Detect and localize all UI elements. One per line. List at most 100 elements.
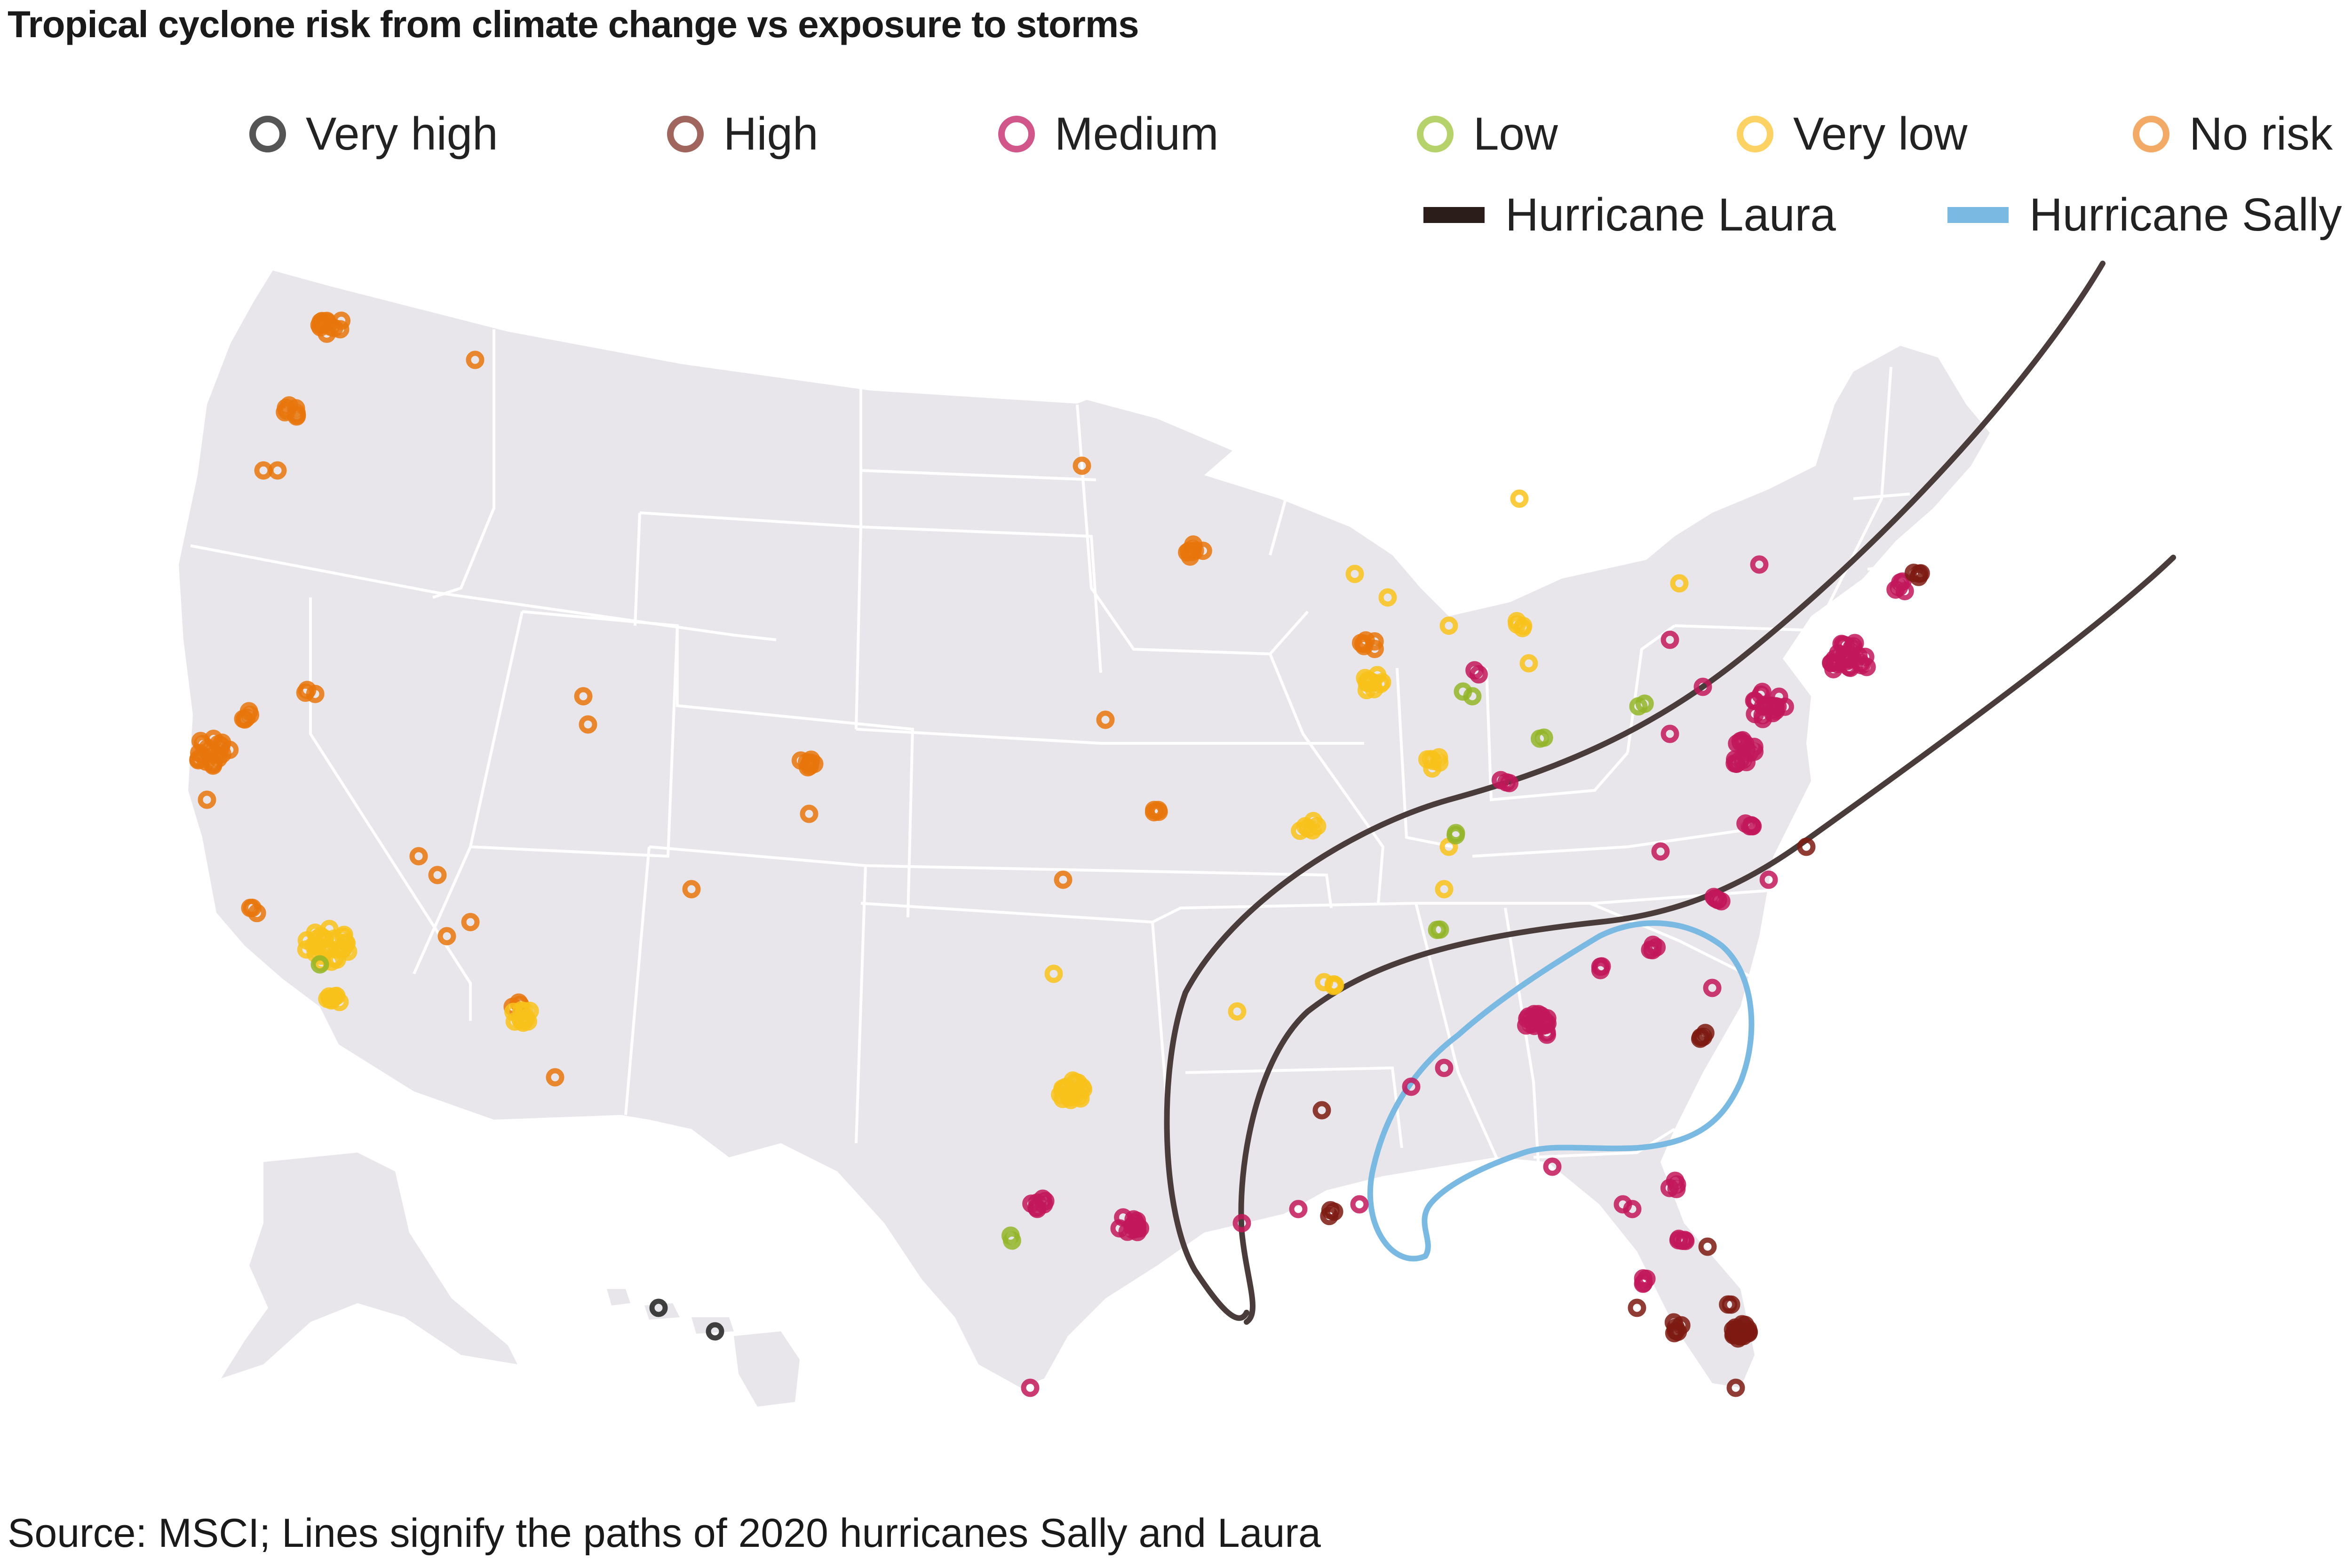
site-marker-medium bbox=[1350, 1195, 1369, 1214]
legend-label-medium: Medium bbox=[1055, 108, 1219, 159]
site-marker-no-risk bbox=[1054, 870, 1073, 889]
legend-label-hurricane-laura: Hurricane Laura bbox=[1505, 189, 1836, 240]
site-marker-medium bbox=[1465, 661, 1484, 680]
hurricane-sally-path bbox=[1367, 920, 1755, 1262]
site-marker-low bbox=[1446, 824, 1465, 843]
site-marker-no-risk bbox=[428, 866, 447, 884]
hawaii-island-4 bbox=[734, 1331, 800, 1407]
legend-item-hurricane-sally: Hurricane Sally bbox=[1947, 188, 2342, 241]
site-marker-no-risk bbox=[800, 804, 818, 823]
state-borders bbox=[190, 329, 1957, 1168]
state-border-ne-ks bbox=[856, 728, 1364, 745]
site-marker-no-risk bbox=[579, 715, 597, 734]
state-border-utah bbox=[470, 610, 679, 858]
site-marker-medium bbox=[1661, 630, 1679, 649]
site-marker-no-risk bbox=[1365, 632, 1384, 651]
site-marker-high bbox=[1904, 564, 1923, 582]
land-layer bbox=[179, 271, 1990, 1407]
site-marker-no-risk bbox=[193, 735, 212, 754]
site-marker-very-low bbox=[1044, 964, 1063, 983]
site-marker-high bbox=[1726, 1378, 1745, 1397]
site-marker-no-risk bbox=[332, 311, 351, 330]
state-border-or-id-wy bbox=[190, 544, 777, 641]
site-marker-very-low bbox=[1510, 489, 1529, 508]
state-border-ga-fl bbox=[1533, 1128, 1676, 1159]
site-marker-medium bbox=[1519, 1007, 1538, 1026]
site-marker-high bbox=[1664, 1313, 1683, 1332]
site-marker-medium bbox=[1751, 685, 1770, 704]
site-marker-medium bbox=[1289, 1200, 1308, 1218]
laura-path-outer bbox=[1164, 261, 2106, 1321]
chart-title: Tropical cyclone risk from climate chang… bbox=[8, 3, 1139, 45]
site-marker-very-low bbox=[1364, 673, 1382, 692]
site-marker-very-low bbox=[322, 991, 341, 1010]
site-marker-very-low bbox=[1304, 812, 1323, 830]
site-marker-high bbox=[1722, 1295, 1740, 1314]
site-marker-medium bbox=[1661, 724, 1679, 743]
site-marker-very-low bbox=[1435, 880, 1454, 899]
site-marker-medium bbox=[1128, 1219, 1146, 1238]
site-marker-very-low bbox=[1670, 574, 1689, 593]
state-border-in-oh bbox=[1485, 668, 1629, 802]
state-border-ky-va bbox=[1472, 827, 1760, 858]
site-marker-no-risk bbox=[461, 913, 480, 931]
site-marker-no-risk bbox=[800, 757, 819, 776]
site-marker-no-risk bbox=[1096, 710, 1115, 729]
site-marker-very-low bbox=[1345, 565, 1364, 583]
legend-label-very-high: Very high bbox=[306, 108, 498, 159]
legend-item-medium: Medium bbox=[998, 107, 1219, 160]
legend-label-high: High bbox=[723, 108, 818, 159]
state-border-il-in bbox=[1396, 668, 1454, 848]
site-marker-medium bbox=[1836, 636, 1855, 655]
legend-item-high: High bbox=[667, 107, 818, 160]
state-border-wi bbox=[1269, 469, 1374, 556]
state-border-ny bbox=[1814, 366, 1892, 631]
site-marker-medium bbox=[1021, 1378, 1040, 1397]
chart-source-note: Source: MSCI; Lines signify the paths of… bbox=[8, 1511, 1321, 1556]
site-marker-no-risk bbox=[287, 406, 306, 425]
site-marker-low bbox=[1635, 694, 1654, 713]
site-marker-medium bbox=[1731, 732, 1750, 750]
alaska-landmass bbox=[221, 1153, 517, 1378]
site-marker-very-high bbox=[706, 1322, 724, 1341]
site-marker-medium bbox=[1232, 1214, 1251, 1233]
legend-label-low: Low bbox=[1473, 108, 1558, 159]
site-marker-very-low bbox=[1063, 1088, 1082, 1106]
site-marker-no-risk bbox=[1356, 631, 1375, 650]
state-border-dakotas bbox=[859, 367, 1102, 673]
site-marker-high bbox=[1698, 1237, 1717, 1256]
legend-label-very-low: Very low bbox=[1793, 108, 1968, 159]
state-border-colorado bbox=[676, 626, 914, 918]
state-border-mo-il bbox=[1269, 653, 1385, 904]
state-border-ks-ok bbox=[865, 864, 1333, 908]
site-marker-very-low bbox=[1513, 619, 1532, 637]
legend-item-very-low: Very low bbox=[1737, 107, 1967, 160]
site-marker-medium bbox=[1114, 1208, 1133, 1227]
site-marker-medium bbox=[1706, 889, 1724, 908]
site-marker-no-risk bbox=[1149, 801, 1168, 820]
site-marker-no-risk bbox=[241, 899, 260, 917]
site-marker-medium bbox=[1634, 1269, 1653, 1288]
site-marker-medium bbox=[1591, 957, 1610, 976]
site-marker-medium bbox=[1613, 1195, 1632, 1214]
site-marker-very-low bbox=[1423, 759, 1442, 778]
site-marker-no-risk bbox=[409, 847, 428, 866]
site-marker-low bbox=[1463, 687, 1482, 706]
site-marker-very-low bbox=[1422, 750, 1440, 769]
state-border-ga-sc bbox=[1589, 902, 1765, 985]
site-marker-high bbox=[1628, 1298, 1646, 1317]
contiguous-us-landmass bbox=[179, 271, 1990, 1388]
state-border-az-nm bbox=[624, 846, 651, 1115]
site-marker-medium bbox=[1766, 697, 1785, 716]
site-marker-medium bbox=[1435, 1059, 1454, 1077]
site-marker-medium bbox=[1673, 1232, 1692, 1250]
site-marker-no-risk bbox=[574, 687, 593, 706]
site-marker-medium bbox=[1497, 773, 1516, 792]
site-marker-very-low bbox=[318, 939, 337, 958]
hawaii-island-1 bbox=[607, 1289, 630, 1305]
site-marker-no-risk bbox=[466, 350, 485, 369]
site-marker-low bbox=[310, 955, 329, 974]
site-marker-low bbox=[1001, 1226, 1020, 1245]
site-marker-medium bbox=[1849, 646, 1868, 665]
